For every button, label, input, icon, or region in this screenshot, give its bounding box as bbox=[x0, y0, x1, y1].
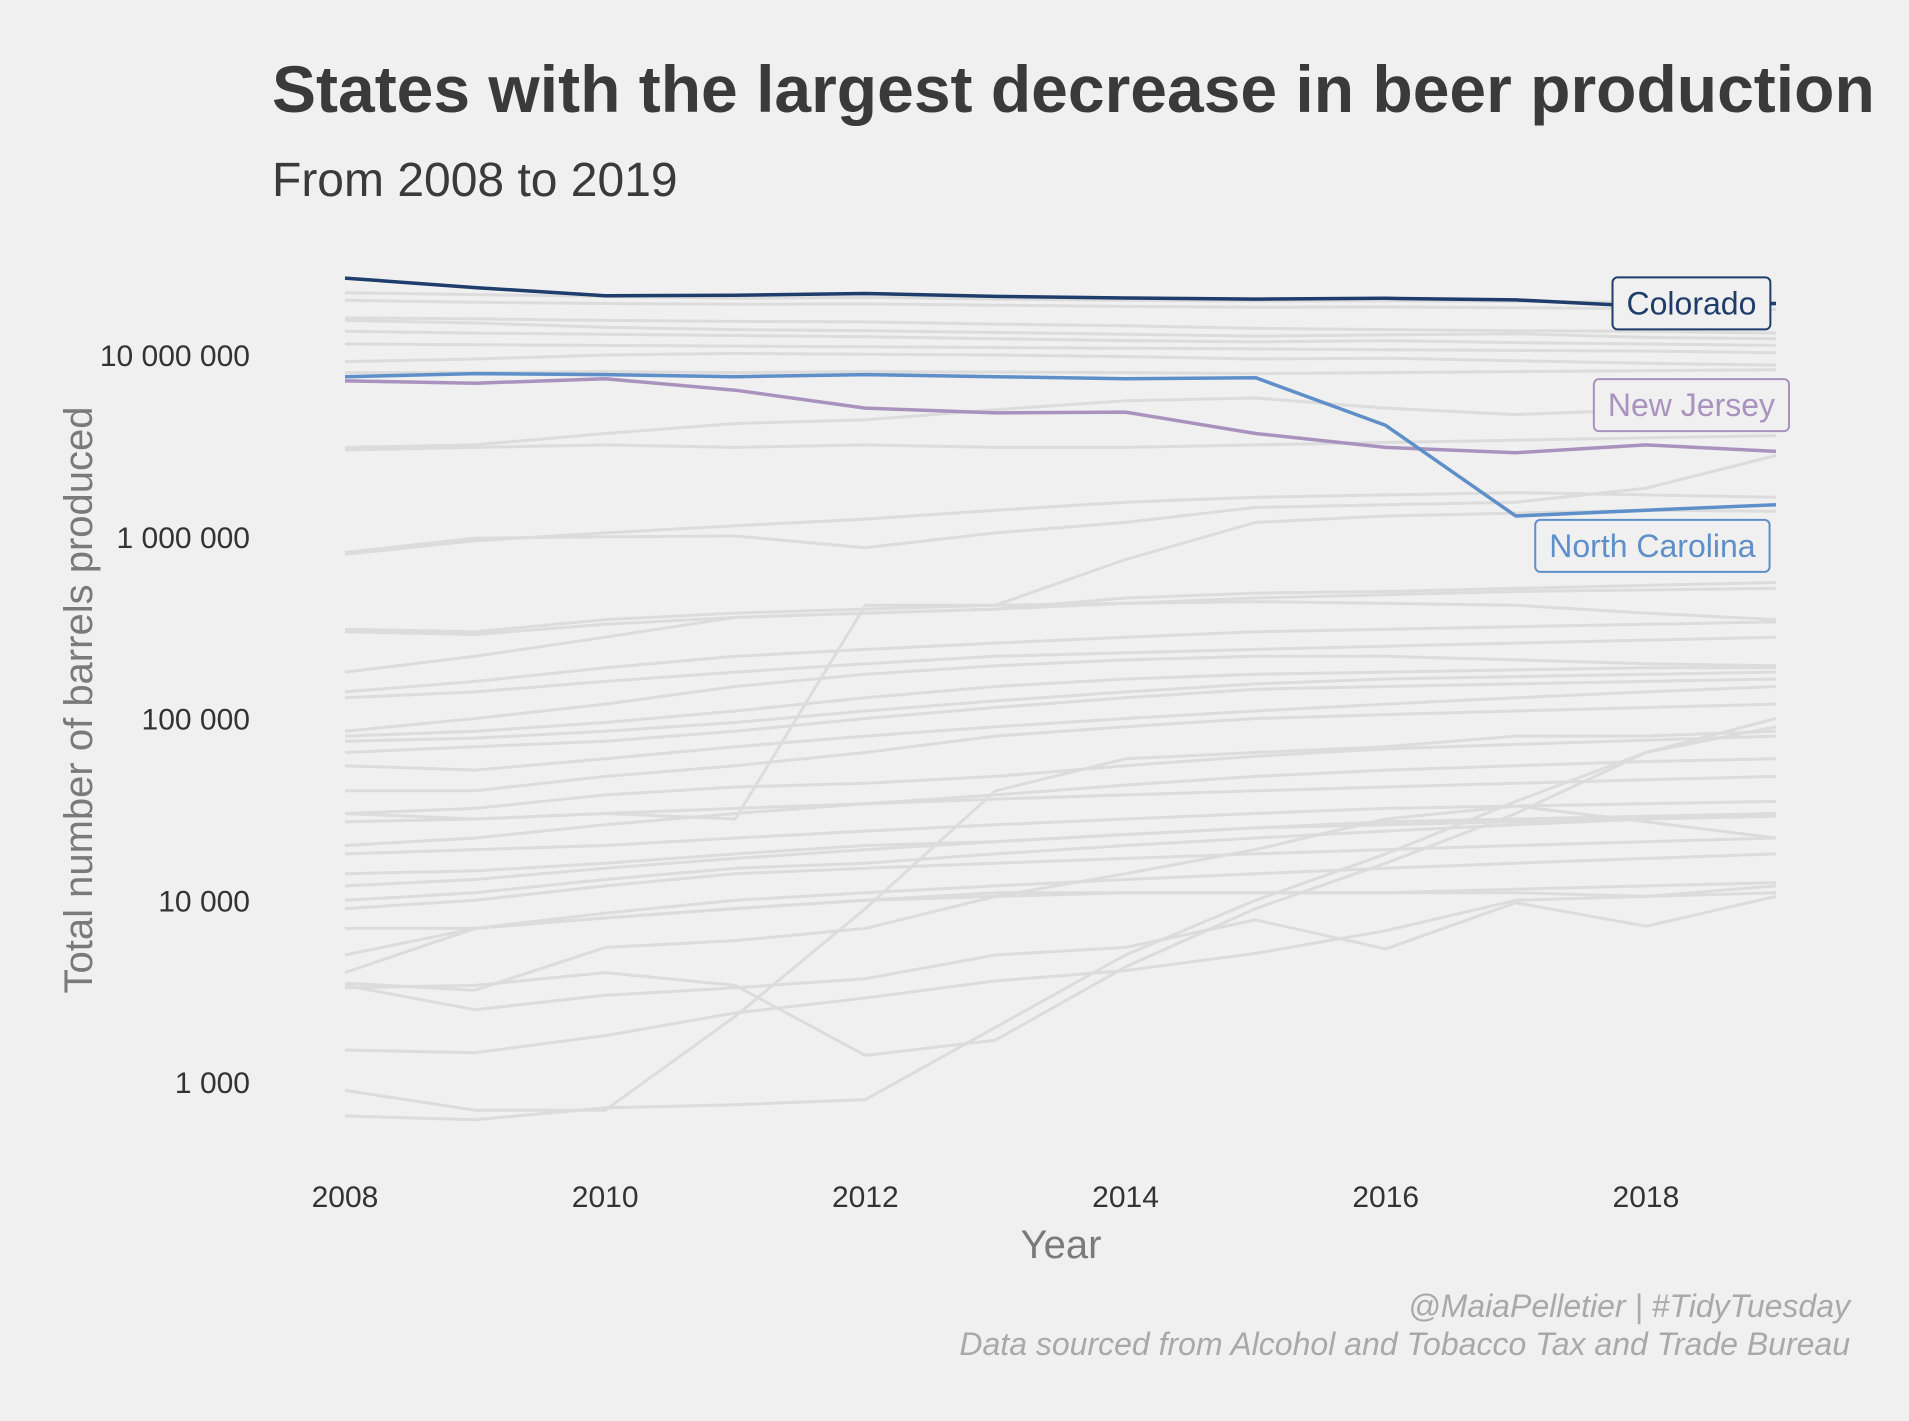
y-tick-label: 10 000 bbox=[158, 885, 250, 918]
y-tick-label: 1 000 000 bbox=[117, 522, 250, 555]
y-tick-label: 100 000 bbox=[142, 704, 250, 737]
new-jersey-label: New Jersey bbox=[1592, 378, 1791, 433]
colorado-label-text: Colorado bbox=[1627, 285, 1757, 321]
background-series-line-10 bbox=[344, 434, 1777, 452]
background-series-group bbox=[344, 291, 1777, 1122]
north-carolina-series-line bbox=[344, 371, 1777, 518]
caption-credit: @MaiaPelletier | #TidyTuesday bbox=[1408, 1288, 1852, 1324]
background-series-line-22 bbox=[344, 685, 1777, 772]
north-carolina-label-text: North Carolina bbox=[1549, 528, 1756, 564]
north-carolina-label: North Carolina bbox=[1534, 518, 1771, 573]
background-series-line-30 bbox=[344, 812, 1777, 888]
background-series-line-32 bbox=[344, 836, 1777, 911]
north-carolina-label-box bbox=[1534, 518, 1771, 573]
background-series-line-41 bbox=[344, 717, 1777, 1122]
x-tick-label: 2016 bbox=[1352, 1181, 1419, 1214]
background-series-line-39 bbox=[344, 884, 1777, 1055]
background-series-line-4 bbox=[344, 318, 1777, 341]
background-series-line-21 bbox=[344, 677, 1777, 754]
background-series-line-2 bbox=[344, 298, 1777, 311]
colorado-label-box bbox=[1611, 276, 1772, 331]
background-series-line-18 bbox=[344, 654, 1777, 733]
chart-title: States with the largest decrease in beer… bbox=[272, 52, 1875, 126]
background-series-line-31 bbox=[344, 812, 1777, 902]
background-series-line-28 bbox=[344, 799, 1777, 856]
background-series-line-3 bbox=[344, 316, 1777, 335]
series-labels-group: Colorado New Jersey North Carolina bbox=[1534, 276, 1791, 573]
x-axis-title: Year bbox=[1021, 1223, 1102, 1267]
x-tick-label: 2018 bbox=[1613, 1181, 1680, 1214]
background-series-line-20 bbox=[344, 670, 1777, 743]
x-tick-label: 2010 bbox=[572, 1181, 639, 1214]
background-series-line-15 bbox=[344, 586, 1777, 674]
background-series-line-16 bbox=[344, 620, 1777, 694]
caption-source: Data sourced from Alcohol and Tobacco Ta… bbox=[959, 1326, 1850, 1362]
y-axis-ticks: 1 000 10 000 100 000 1 000 000 10 000 000 bbox=[100, 340, 250, 1100]
background-series-line-24 bbox=[345, 702, 1777, 793]
x-axis-ticks: 2008 2010 2012 2014 2016 2018 bbox=[312, 1181, 1680, 1214]
background-series-line-37 bbox=[344, 894, 1777, 1012]
background-series-line-11 bbox=[344, 491, 1777, 556]
x-tick-label: 2008 bbox=[312, 1181, 379, 1214]
y-tick-label: 10 000 000 bbox=[100, 340, 250, 373]
background-series-line-7 bbox=[344, 351, 1777, 367]
chart-subtitle: From 2008 to 2019 bbox=[272, 154, 678, 207]
background-series-line-12 bbox=[344, 454, 1777, 554]
background-series-line-13 bbox=[344, 508, 1777, 634]
new-jersey-series-line bbox=[344, 377, 1777, 455]
colorado-series-line bbox=[344, 276, 1777, 309]
new-jersey-label-text: New Jersey bbox=[1608, 387, 1775, 423]
background-series-line-36 bbox=[344, 804, 1777, 992]
background-series-line-8 bbox=[345, 368, 1777, 376]
background-series-line-26 bbox=[344, 774, 1777, 824]
background-series-line-27 bbox=[344, 757, 1777, 847]
new-jersey-label-box bbox=[1592, 378, 1791, 433]
background-series-line-19 bbox=[344, 666, 1776, 738]
background-series-line-38 bbox=[344, 725, 1777, 1057]
y-axis-title: Total number of barrels produced bbox=[57, 407, 101, 994]
highlighted-series-group bbox=[344, 276, 1777, 518]
background-series-line-35 bbox=[344, 891, 1777, 975]
x-tick-label: 2014 bbox=[1092, 1181, 1159, 1214]
y-tick-label: 1 000 bbox=[175, 1067, 250, 1100]
background-series-line-34 bbox=[344, 852, 1777, 957]
background-series-line-6 bbox=[344, 342, 1777, 355]
background-series-line-9 bbox=[344, 396, 1777, 449]
background-series-line-25 bbox=[344, 734, 1777, 815]
colorado-label: Colorado bbox=[1611, 276, 1772, 331]
background-series-line-17 bbox=[344, 635, 1777, 700]
x-tick-label: 2012 bbox=[832, 1181, 899, 1214]
background-series-line-5 bbox=[344, 329, 1777, 347]
